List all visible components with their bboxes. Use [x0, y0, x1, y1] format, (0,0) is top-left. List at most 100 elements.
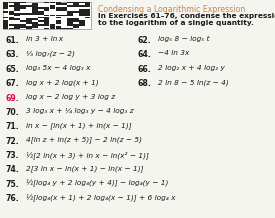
Bar: [44, 9, 50, 11]
Bar: [44, 24, 50, 26]
Bar: [44, 15, 50, 16]
Bar: [32, 22, 38, 24]
Bar: [15, 9, 20, 11]
Bar: [67, 2, 73, 3]
Bar: [50, 2, 55, 3]
Bar: [3, 7, 8, 9]
Bar: [32, 18, 38, 20]
Bar: [44, 18, 50, 20]
Text: ⅓ log₇(z − 2): ⅓ log₇(z − 2): [26, 50, 75, 57]
Text: 3 log₃ x + ¼ log₃ y − 4 log₃ z: 3 log₃ x + ¼ log₃ y − 4 log₃ z: [26, 108, 134, 114]
Text: 2 log₂ x + 4 log₂ y: 2 log₂ x + 4 log₂ y: [158, 65, 225, 71]
Bar: [26, 5, 32, 7]
Bar: [32, 24, 38, 26]
Bar: [20, 5, 26, 7]
Text: 76.: 76.: [6, 194, 19, 203]
Bar: [73, 3, 79, 5]
Bar: [56, 15, 61, 16]
Text: 65.: 65.: [6, 65, 19, 74]
Bar: [15, 5, 20, 7]
Bar: [85, 17, 90, 18]
Bar: [85, 3, 90, 5]
Bar: [56, 17, 61, 18]
Bar: [20, 7, 26, 9]
Bar: [15, 3, 20, 5]
Bar: [56, 9, 61, 11]
Bar: [50, 5, 55, 7]
Bar: [32, 5, 38, 7]
Text: −4 ln 3x: −4 ln 3x: [158, 50, 189, 56]
Bar: [67, 5, 73, 7]
Bar: [79, 15, 85, 16]
Text: 4[ln z + ln(z + 5)] − 2 ln(z − 5): 4[ln z + ln(z + 5)] − 2 ln(z − 5): [26, 137, 142, 143]
Bar: [50, 26, 55, 27]
Bar: [73, 18, 79, 20]
Bar: [3, 2, 91, 29]
Bar: [79, 9, 85, 11]
Text: 61.: 61.: [6, 36, 19, 45]
Bar: [73, 24, 79, 26]
Bar: [79, 20, 85, 22]
Bar: [44, 7, 50, 9]
Bar: [26, 13, 32, 15]
Bar: [44, 22, 50, 24]
Bar: [56, 3, 61, 5]
Bar: [61, 28, 67, 29]
Bar: [15, 18, 20, 20]
Bar: [3, 5, 8, 7]
Bar: [3, 11, 8, 13]
Text: log₃ 5x − 4 log₃ x: log₃ 5x − 4 log₃ x: [26, 65, 91, 71]
Bar: [15, 28, 20, 29]
Bar: [44, 20, 50, 22]
Bar: [67, 22, 73, 24]
Bar: [32, 26, 38, 27]
Bar: [79, 11, 85, 13]
Text: 66.: 66.: [138, 65, 151, 74]
Bar: [73, 26, 79, 27]
Bar: [32, 3, 38, 5]
Text: to the logarithm of a single quantity.: to the logarithm of a single quantity.: [98, 20, 254, 26]
Bar: [50, 24, 55, 26]
Bar: [3, 20, 8, 22]
Bar: [67, 24, 73, 26]
Bar: [20, 13, 26, 15]
Bar: [38, 11, 43, 13]
Text: 75.: 75.: [6, 180, 19, 189]
Bar: [38, 7, 43, 9]
Bar: [67, 13, 73, 15]
Bar: [44, 17, 50, 18]
Text: log₅ 8 − log₅ t: log₅ 8 − log₅ t: [158, 36, 210, 42]
Bar: [32, 11, 38, 13]
Text: In Exercises 61–76, condense the expression: In Exercises 61–76, condense the express…: [98, 13, 275, 19]
Bar: [38, 13, 43, 15]
Text: 2[3 ln x − ln(x + 1) − ln(x − 1)]: 2[3 ln x − ln(x + 1) − ln(x − 1)]: [26, 165, 144, 172]
Text: ½[log₄(x + 1) + 2 log₄(x − 1)] + 6 log₄ x: ½[log₄(x + 1) + 2 log₄(x − 1)] + 6 log₄ …: [26, 194, 176, 202]
Text: Condensing a Logarithmic Expression: Condensing a Logarithmic Expression: [98, 5, 245, 14]
Bar: [56, 7, 61, 9]
Text: 74.: 74.: [6, 165, 19, 174]
Bar: [50, 7, 55, 9]
Bar: [15, 7, 20, 9]
Bar: [67, 20, 73, 22]
Bar: [79, 24, 85, 26]
Bar: [3, 2, 8, 3]
Bar: [32, 13, 38, 15]
Bar: [85, 15, 90, 16]
Bar: [73, 5, 79, 7]
Bar: [61, 3, 67, 5]
Bar: [61, 9, 67, 11]
Bar: [50, 15, 55, 16]
Text: 69.: 69.: [6, 94, 19, 102]
Bar: [15, 24, 20, 26]
Bar: [32, 7, 38, 9]
Bar: [56, 22, 61, 24]
Bar: [73, 20, 79, 22]
Bar: [9, 18, 14, 20]
Bar: [20, 26, 26, 27]
Bar: [67, 15, 73, 16]
Text: 68.: 68.: [138, 79, 151, 88]
Text: 63.: 63.: [6, 50, 19, 59]
Bar: [79, 13, 85, 15]
Bar: [73, 2, 79, 3]
Bar: [20, 2, 26, 3]
